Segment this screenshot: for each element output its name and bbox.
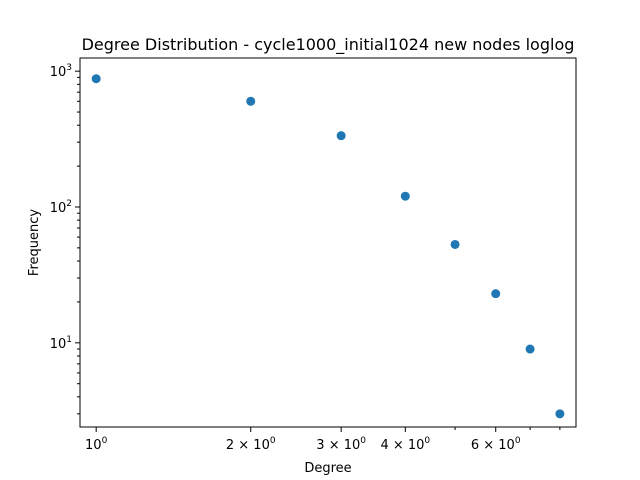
- x-tick-label-2: 3 × 100: [316, 436, 366, 453]
- y-axis-label: Frequency: [27, 209, 42, 276]
- data-point-4: [450, 239, 460, 249]
- x-axis-label: Degree: [304, 461, 351, 476]
- chart-title: Degree Distribution - cycle1000_initial1…: [82, 35, 575, 55]
- x-tick-label-1: 2 × 100: [226, 436, 276, 453]
- axes-frame: [79, 57, 577, 428]
- x-tick-label-0-exponent: 0: [102, 436, 108, 446]
- x-tick-label-4: 6 × 100: [471, 436, 521, 453]
- x-tick-label-0-base: 10: [85, 438, 102, 453]
- y-tick-label-2-base: 10: [50, 65, 67, 80]
- data-point-6: [525, 344, 535, 354]
- x-tick-label-2-exponent: 0: [360, 436, 366, 446]
- y-tick-label-2-exponent: 3: [66, 63, 72, 73]
- x-tick-label-3-exponent: 0: [424, 436, 430, 446]
- x-tick-label-0: 100: [85, 436, 108, 453]
- y-tick-label-1-exponent: 2: [66, 199, 72, 209]
- x-tick-label-4-base: 6 × 10: [471, 438, 515, 453]
- y-tick-label-1: 102: [50, 199, 72, 216]
- data-point-5: [491, 289, 501, 299]
- x-tick-label-1-base: 2 × 10: [226, 438, 270, 453]
- x-tick-label-3-base: 4 × 10: [380, 438, 424, 453]
- x-tick-label-1-exponent: 0: [270, 436, 276, 446]
- data-point-1: [246, 96, 256, 106]
- x-tick-label-2-base: 3 × 10: [316, 438, 360, 453]
- x-tick-label-4-exponent: 0: [515, 436, 521, 446]
- data-point-2: [336, 131, 346, 141]
- data-points: [91, 74, 565, 419]
- y-tick-label-2: 103: [50, 63, 72, 80]
- y-tick-label-1-base: 10: [50, 201, 67, 216]
- data-point-7: [555, 409, 565, 419]
- x-tick-label-3: 4 × 100: [380, 436, 430, 453]
- data-point-3: [400, 191, 410, 201]
- y-tick-label-0-base: 10: [50, 337, 67, 352]
- y-tick-label-0: 101: [50, 335, 72, 352]
- data-point-0: [91, 74, 101, 84]
- y-tick-label-0-exponent: 1: [66, 335, 72, 345]
